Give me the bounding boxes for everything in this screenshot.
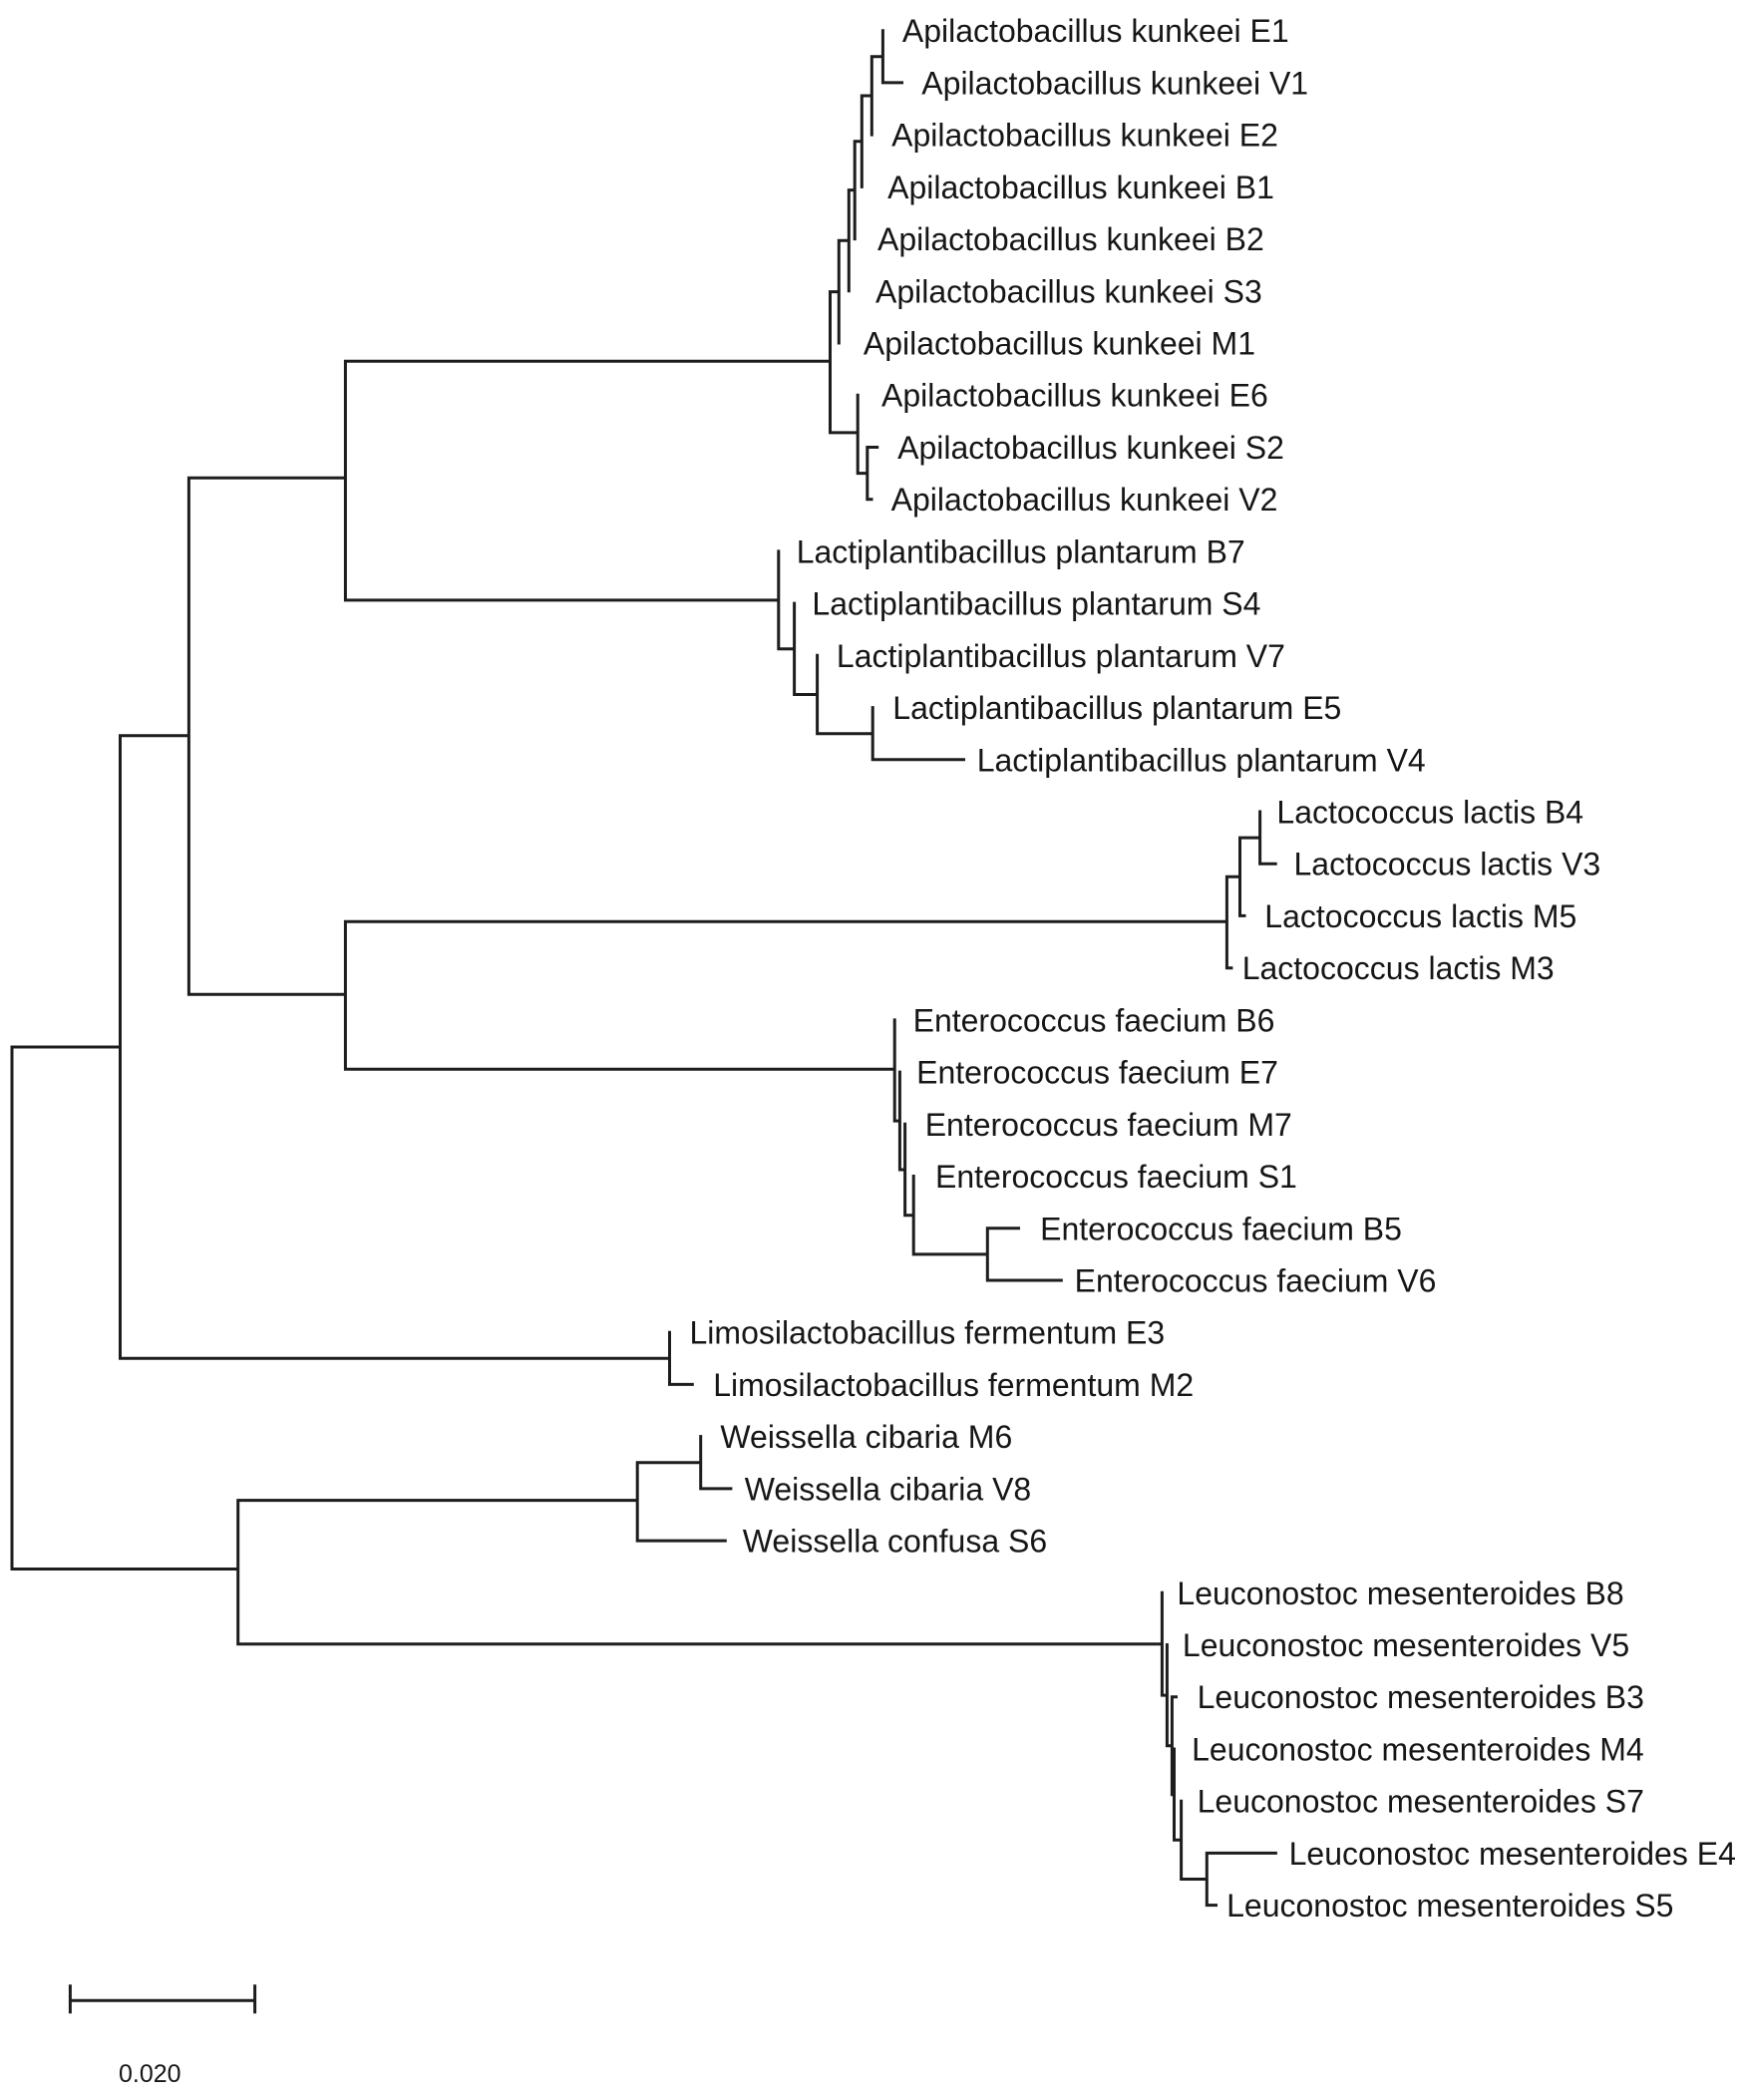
svg-text:Lactococcus lactis M3: Lactococcus lactis M3: [1242, 950, 1555, 986]
svg-text:Enterococcus faecium M7: Enterococcus faecium M7: [925, 1107, 1292, 1143]
svg-text:Apilactobacillus kunkeei M1: Apilactobacillus kunkeei M1: [864, 326, 1255, 362]
svg-text:Weissella cibaria M6: Weissella cibaria M6: [720, 1419, 1012, 1455]
svg-text:Limosilactobacillus fermentum: Limosilactobacillus fermentum E3: [690, 1315, 1166, 1351]
svg-text:Lactococcus lactis V3: Lactococcus lactis V3: [1294, 847, 1601, 882]
svg-text:Leuconostoc mesenteroides S5: Leuconostoc mesenteroides S5: [1226, 1888, 1673, 1924]
svg-text:Leuconostoc mesenteroides M4: Leuconostoc mesenteroides M4: [1192, 1732, 1644, 1768]
svg-text:Apilactobacillus kunkeei E6: Apilactobacillus kunkeei E6: [881, 378, 1268, 414]
svg-text:Enterococcus faecium E7: Enterococcus faecium E7: [916, 1055, 1278, 1091]
svg-text:Lactiplantibacillus plantarum: Lactiplantibacillus plantarum V7: [837, 638, 1285, 674]
svg-text:Enterococcus faecium V6: Enterococcus faecium V6: [1075, 1263, 1437, 1299]
svg-text:Leuconostoc mesenteroides E4: Leuconostoc mesenteroides E4: [1289, 1836, 1736, 1872]
svg-text:Leuconostoc mesenteroides B3: Leuconostoc mesenteroides B3: [1198, 1679, 1644, 1715]
svg-text:Leuconostoc mesenteroides B8: Leuconostoc mesenteroides B8: [1177, 1575, 1623, 1611]
svg-text:Lactiplantibacillus plantarum: Lactiplantibacillus plantarum S4: [812, 586, 1260, 622]
svg-text:Lactococcus lactis B4: Lactococcus lactis B4: [1276, 795, 1583, 831]
svg-text:Apilactobacillus kunkeei V1: Apilactobacillus kunkeei V1: [921, 65, 1308, 101]
svg-text:Lactiplantibacillus plantarum: Lactiplantibacillus plantarum E5: [892, 690, 1341, 726]
svg-text:0.020: 0.020: [119, 2060, 181, 2088]
svg-text:Enterococcus faecium B6: Enterococcus faecium B6: [913, 1002, 1275, 1038]
svg-text:Lactococcus lactis M5: Lactococcus lactis M5: [1264, 898, 1576, 934]
svg-text:Apilactobacillus kunkeei E2: Apilactobacillus kunkeei E2: [891, 118, 1278, 154]
svg-text:Apilactobacillus kunkeei S3: Apilactobacillus kunkeei S3: [875, 273, 1262, 309]
svg-text:Lactiplantibacillus plantarum: Lactiplantibacillus plantarum V4: [977, 742, 1426, 778]
svg-text:Apilactobacillus kunkeei B1: Apilactobacillus kunkeei B1: [887, 170, 1274, 205]
svg-text:Leuconostoc mesenteroides S7: Leuconostoc mesenteroides S7: [1198, 1784, 1644, 1820]
svg-text:Limosilactobacillus fermentum: Limosilactobacillus fermentum M2: [713, 1367, 1194, 1403]
svg-text:Apilactobacillus kunkeei E1: Apilactobacillus kunkeei E1: [902, 13, 1289, 49]
svg-text:Lactiplantibacillus plantarum: Lactiplantibacillus plantarum B7: [797, 533, 1245, 569]
svg-text:Weissella confusa S6: Weissella confusa S6: [743, 1524, 1047, 1560]
svg-text:Leuconostoc mesenteroides V5: Leuconostoc mesenteroides V5: [1183, 1627, 1629, 1663]
svg-text:Enterococcus faecium S1: Enterococcus faecium S1: [935, 1159, 1297, 1195]
svg-text:Apilactobacillus kunkeei S2: Apilactobacillus kunkeei S2: [897, 430, 1284, 466]
svg-text:Enterococcus faecium B5: Enterococcus faecium B5: [1040, 1211, 1402, 1246]
svg-text:Apilactobacillus kunkeei V2: Apilactobacillus kunkeei V2: [891, 482, 1278, 518]
svg-text:Weissella cibaria V8: Weissella cibaria V8: [745, 1471, 1032, 1507]
svg-text:Apilactobacillus kunkeei B2: Apilactobacillus kunkeei B2: [877, 221, 1264, 257]
